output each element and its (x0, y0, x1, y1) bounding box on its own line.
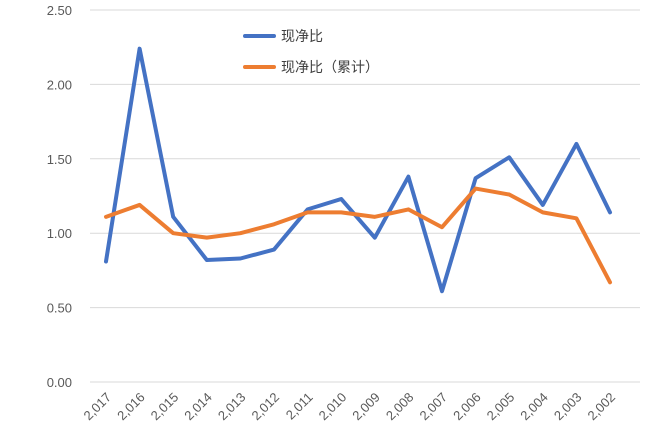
series-lines (104, 46, 612, 294)
y-tick-label: 1.00 (47, 226, 72, 241)
x-tick-label: 2,011 (283, 390, 316, 423)
y-tick-label: 1.50 (47, 152, 72, 167)
y-tick-label: 0.00 (47, 375, 72, 390)
x-tick-label: 2,004 (517, 390, 551, 424)
x-tick-label: 2,007 (417, 390, 451, 424)
y-axis-ticks: 0.00 0.50 1.00 1.50 2.00 2.50 (47, 3, 72, 390)
x-tick-label: 2,002 (585, 390, 619, 424)
legend: 现净比 现净比（累计） (243, 29, 379, 76)
y-tick-label: 0.50 (47, 301, 72, 316)
x-tick-label: 2,012 (249, 390, 283, 424)
series-line-xianjingbi (104, 46, 612, 294)
x-tick-label: 2,017 (81, 390, 115, 424)
y-tick-label: 2.50 (47, 3, 72, 18)
x-tick-label: 2,005 (484, 390, 518, 424)
x-tick-label: 2,009 (349, 390, 383, 424)
x-tick-label: 2,006 (450, 390, 484, 424)
series-line-xianjingbi-cumulative (104, 186, 612, 285)
x-tick-label: 2,016 (114, 390, 148, 424)
y-tick-label: 2.00 (47, 77, 72, 92)
x-tick-label: 2,003 (551, 390, 585, 424)
legend-label-series-2: 现净比（累计） (281, 60, 379, 76)
x-tick-label: 2,014 (181, 390, 215, 424)
legend-label-series-1: 现净比 (281, 29, 323, 45)
x-tick-label: 2,013 (215, 390, 249, 424)
x-tick-label: 2,008 (383, 390, 417, 424)
x-tick-label: 2,010 (316, 390, 350, 424)
x-tick-label: 2,015 (148, 390, 182, 424)
x-axis-ticks: 2,017 2,016 2,015 2,014 2,013 2,012 2,011 2,010… (81, 390, 619, 424)
